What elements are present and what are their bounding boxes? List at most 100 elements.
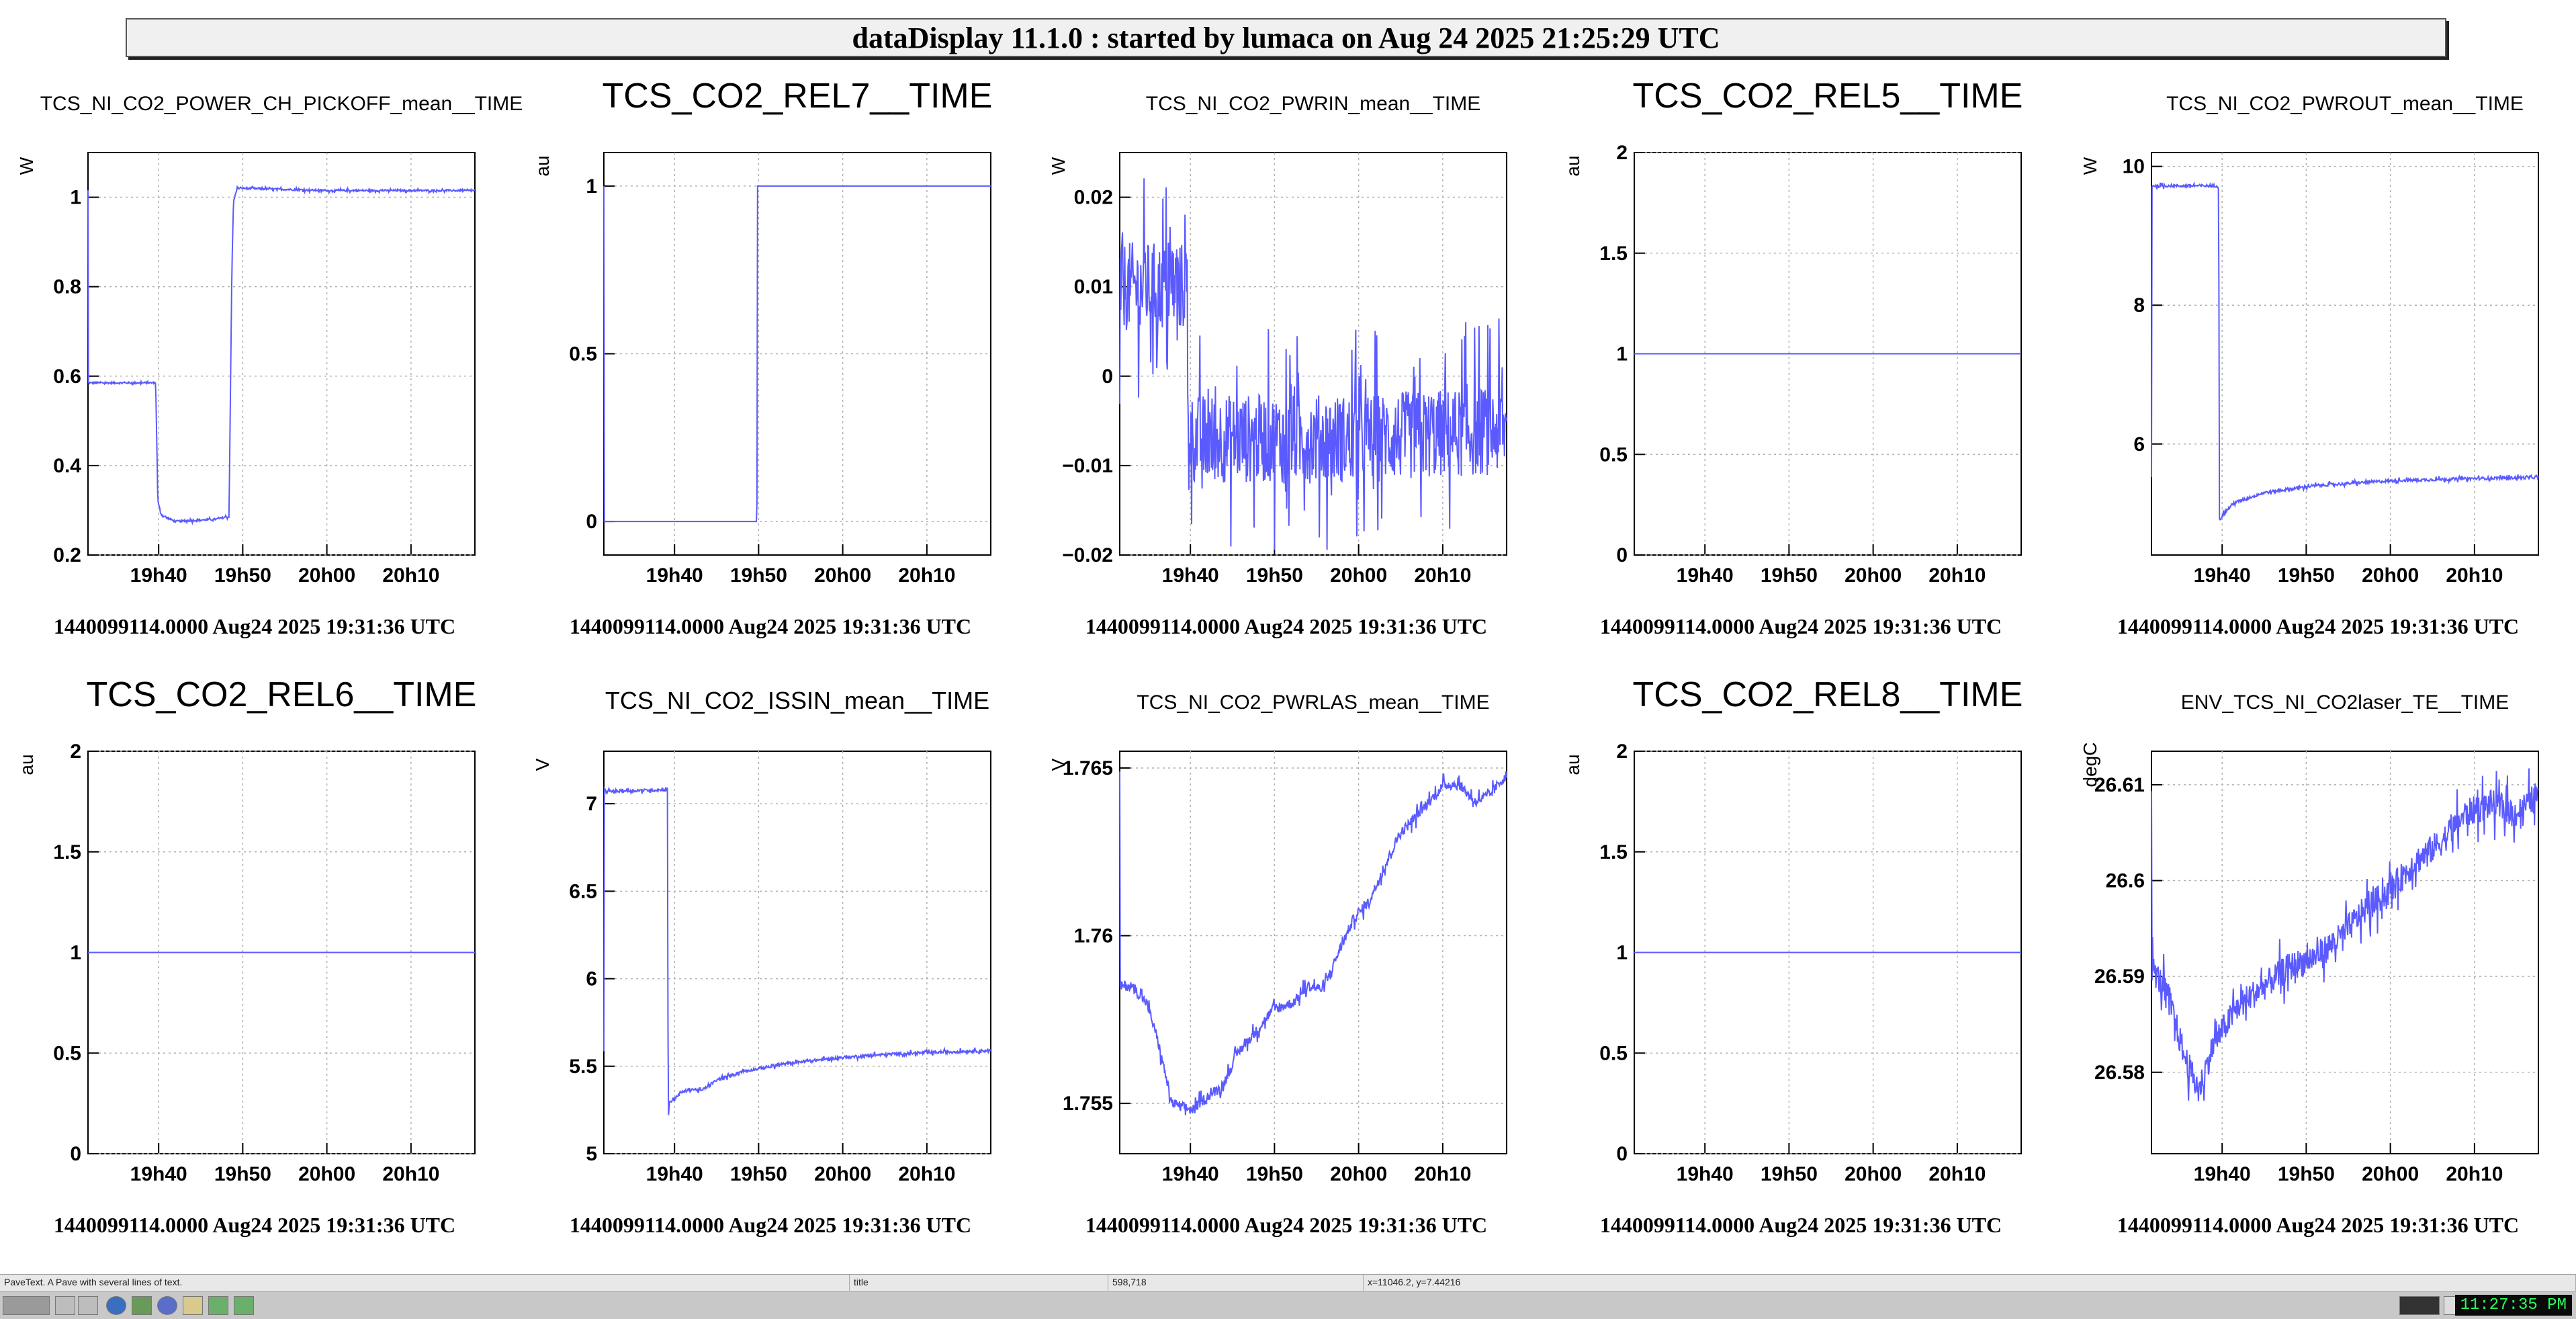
x-tick-label: 20h10 (1414, 564, 1471, 587)
x-tick-label: 20h00 (1330, 1163, 1387, 1185)
series-line-tcs-ni-co2-pwrin-mean-time (1119, 178, 1507, 550)
web-icon[interactable] (157, 1296, 177, 1315)
start-time-label: 1440099114.0000 Aug24 2025 19:31:36 UTC (1085, 1213, 1487, 1237)
x-tick-label: 20h10 (382, 564, 439, 587)
y-tick-label: 0 (1616, 544, 1628, 566)
y-tick-label: 6.5 (569, 880, 597, 902)
start-time-label: 1440099114.0000 Aug24 2025 19:31:36 UTC (2117, 1213, 2519, 1237)
y-tick-label: 0.8 (53, 276, 81, 298)
editor-icon[interactable] (183, 1296, 203, 1315)
series-line-tcs-ni-co2-pwrout-mean-time (2151, 181, 2539, 521)
y-axis-label: W (2080, 157, 2100, 175)
status-pixel-coords: 598,718 (1108, 1275, 1364, 1291)
y-axis-label: au (532, 155, 553, 176)
y-tick-label: 1.5 (1599, 243, 1628, 265)
plot-frame (1119, 152, 1507, 556)
y-tick-label: 1.76 (1074, 925, 1113, 947)
y-tick-label: 0.01 (1074, 276, 1113, 298)
taskbar: 11:27:35 PM (0, 1291, 2576, 1319)
file-manager-icon[interactable] (78, 1296, 98, 1315)
plot-frame (87, 152, 476, 556)
start-time-label: 1440099114.0000 Aug24 2025 19:31:36 UTC (1085, 614, 1487, 638)
y-tick-label: 2 (1616, 740, 1628, 763)
y-tick-label: 0.02 (1074, 187, 1113, 209)
x-tick-label: 20h00 (2362, 564, 2419, 587)
x-tick-label: 20h00 (814, 1163, 871, 1185)
window-icon[interactable] (55, 1296, 75, 1315)
chart-title: TCS_CO2_REL7__TIME (603, 77, 993, 116)
x-tick-label: 19h50 (214, 564, 271, 587)
start-time-label: 1440099114.0000 Aug24 2025 19:31:36 UTC (1600, 614, 2002, 638)
y-tick-label: 1 (1616, 343, 1628, 366)
y-tick-label: 0.5 (1599, 1042, 1628, 1064)
window-title: dataDisplay 11.1.0 : started by lumaca o… (852, 21, 1720, 54)
chart-title: TCS_NI_CO2_ISSIN_mean__TIME (605, 687, 989, 714)
chart-title: TCS_NI_CO2_PWRIN_mean__TIME (1146, 93, 1481, 115)
y-tick-label: 10 (2123, 156, 2145, 178)
x-tick-label: 20h10 (898, 564, 955, 587)
chart-title: TCS_NI_CO2_PWRLAS_mean__TIME (1137, 691, 1489, 714)
status-data-coords: x=11046.2, y=7.44216 (1364, 1275, 2576, 1291)
chart-title: TCS_NI_CO2_PWROUT_mean__TIME (2166, 93, 2524, 115)
start-time-label: 1440099114.0000 Aug24 2025 19:31:36 UTC (570, 614, 971, 638)
app-icon[interactable] (208, 1296, 228, 1315)
y-tick-label: 0 (586, 511, 597, 533)
y-tick-label: 26.6 (2106, 870, 2145, 892)
y-tick-label: 0.6 (53, 366, 81, 388)
x-tick-label: 20h10 (1928, 1163, 1986, 1185)
y-axis-label: au (1562, 155, 1583, 176)
y-tick-label: 6 (2133, 433, 2145, 456)
y-tick-label: 1 (586, 175, 597, 198)
y-axis-label: au (1562, 754, 1583, 775)
y-tick-label: 1 (70, 942, 81, 964)
browser-icon[interactable] (106, 1296, 126, 1315)
settings-icon[interactable] (132, 1296, 152, 1315)
start-time-label: 1440099114.0000 Aug24 2025 19:31:36 UTC (54, 1213, 455, 1237)
start-time-label: 1440099114.0000 Aug24 2025 19:31:36 UTC (570, 1213, 971, 1237)
x-tick-label: 20h00 (298, 564, 355, 587)
x-tick-label: 20h00 (1845, 564, 1902, 587)
terminal-icon[interactable] (3, 1296, 50, 1315)
x-tick-label: 19h50 (1761, 1163, 1818, 1185)
status-bar: PaveText. A Pave with several lines of t… (0, 1274, 2576, 1291)
x-tick-label: 19h40 (646, 1163, 703, 1185)
y-tick-label: −0.01 (1062, 455, 1113, 477)
series-line-tcs-co2-rel7-time (603, 185, 991, 523)
y-tick-label: 0.4 (53, 455, 81, 477)
y-tick-label: 0.5 (569, 343, 597, 366)
y-tick-label: 2 (70, 740, 81, 763)
y-tick-label: 6 (586, 968, 597, 990)
y-tick-label: −0.02 (1062, 544, 1113, 566)
app-icon-2[interactable] (234, 1296, 254, 1315)
x-tick-label: 19h50 (214, 1163, 271, 1185)
y-tick-label: 5 (586, 1143, 597, 1165)
y-tick-label: 1.765 (1063, 757, 1113, 779)
y-tick-label: 0.5 (1599, 443, 1628, 466)
taskbar-clock: 11:27:35 PM (2454, 1295, 2572, 1316)
x-tick-label: 20h10 (1414, 1163, 1471, 1185)
x-tick-label: 20h10 (2446, 564, 2503, 587)
x-tick-label: 19h40 (646, 564, 703, 587)
y-tick-label: 8 (2133, 294, 2145, 316)
series-line-tcs-ni-co2-issin-mean-time (603, 785, 991, 1115)
y-tick-label: 1 (1616, 942, 1628, 964)
window-title-box: dataDisplay 11.1.0 : started by lumaca o… (126, 18, 2446, 57)
chart-title: TCS_CO2_REL6__TIME (87, 675, 477, 714)
y-tick-label: 2 (1616, 142, 1628, 164)
x-tick-label: 19h50 (730, 1163, 787, 1185)
tray-icon[interactable] (2399, 1296, 2440, 1315)
y-tick-label: 5.5 (569, 1056, 597, 1078)
y-tick-label: 26.58 (2094, 1062, 2145, 1084)
series-line-env-tcs-ni-co2laser-te-time (2151, 768, 2539, 1102)
x-tick-label: 20h00 (814, 564, 871, 587)
x-tick-label: 20h10 (382, 1163, 439, 1185)
x-tick-label: 20h10 (898, 1163, 955, 1185)
y-tick-label: 7 (586, 793, 597, 815)
start-time-label: 1440099114.0000 Aug24 2025 19:31:36 UTC (2117, 614, 2519, 638)
start-time-label: 1440099114.0000 Aug24 2025 19:31:36 UTC (54, 614, 455, 638)
status-object-name: title (850, 1275, 1108, 1291)
x-tick-label: 19h40 (1162, 1163, 1219, 1185)
y-tick-label: 26.61 (2094, 774, 2145, 796)
x-tick-label: 19h50 (2278, 1163, 2335, 1185)
